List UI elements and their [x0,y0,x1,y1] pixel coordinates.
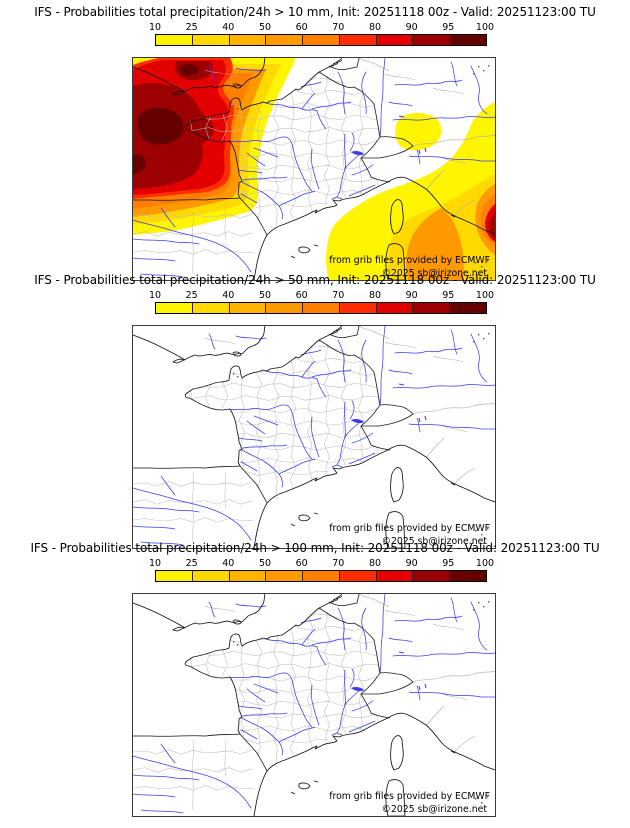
colorbar-segment [413,571,451,581]
precip-probability-map: from grib files provided by ECMWF ©2025 … [132,325,496,549]
colorbar-tick-label: 10 [148,290,162,301]
colorbar-segment [156,35,193,45]
forecast-panel-gt10mm: IFS - Probabilities total precipitation/… [0,4,630,281]
forecast-panel-gt50mm: IFS - Probabilities total precipitation/… [0,272,630,549]
colorbar-segment [303,303,340,313]
colorbar-tick-label: 90 [405,558,418,569]
colorbar-tick-label: 95 [442,290,455,301]
colorbar-tick-label: 90 [405,290,418,301]
colorbar-segment [450,571,487,581]
colorbar-segment [192,571,230,581]
colorbar-segment [413,303,451,313]
colorbar-tick-label: 25 [185,558,198,569]
colorbar-ticks: 10 25 40 50 60 70 80 90 95 100 [149,558,494,569]
colorbar-segment [156,571,193,581]
colorbar-segment [156,303,193,313]
colorbar-segment [376,571,414,581]
colorbar-segment [266,303,304,313]
panel-title: IFS - Probabilities total precipitation/… [30,541,600,555]
colorbar-segment [303,35,340,45]
probability-colorbar [155,34,487,46]
panel-title: IFS - Probabilities total precipitation/… [34,5,596,19]
colorbar-segment [339,303,377,313]
colorbar-ticks: 10 25 40 50 60 70 80 90 95 100 [149,22,494,33]
colorbar-tick-label: 50 [258,558,272,569]
colorbar-tick-label: 70 [332,290,345,301]
colorbar-tick-label: 100 [475,22,495,33]
colorbar-tick-label: 10 [148,22,162,33]
colorbar-tick-label: 70 [332,22,345,33]
colorbar-tick-label: 95 [442,558,455,569]
probability-colorbar [155,302,487,314]
colorbar-tick-label: 25 [185,290,198,301]
colorbar-segment [229,35,267,45]
attribution-ecmwf: from grib files provided by ECMWF [329,791,490,802]
precip-probability-map: from grib files provided by ECMWF ©2025 … [132,57,496,281]
colorbar-segment [413,35,451,45]
colorbar-tick-label: 80 [368,290,382,301]
map-canvas [133,594,495,816]
map-canvas [133,326,495,548]
colorbar-segment [339,571,377,581]
colorbar-tick-label: 40 [222,558,235,569]
attribution-ecmwf: from grib files provided by ECMWF [329,523,490,534]
colorbar-tick-label: 95 [442,22,455,33]
colorbar-segment [192,303,230,313]
panel-title: IFS - Probabilities total precipitation/… [34,273,596,287]
colorbar-tick-label: 60 [295,22,308,33]
colorbar-segment [450,303,487,313]
colorbar-segment [266,35,304,45]
colorbar-tick-label: 40 [222,290,235,301]
colorbar-tick-label: 90 [405,22,418,33]
colorbar-tick-label: 100 [475,558,495,569]
attribution-ecmwf: from grib files provided by ECMWF [329,255,490,266]
colorbar-segment [229,571,267,581]
attribution-copyright: ©2025 sb@irizone.net [381,268,487,279]
colorbar-segment [192,35,230,45]
colorbar-segment [303,571,340,581]
colorbar-tick-label: 60 [295,290,308,301]
colorbar-tick-label: 80 [368,558,382,569]
colorbar-tick-label: 50 [258,290,272,301]
colorbar-ticks: 10 25 40 50 60 70 80 90 95 100 [149,290,494,301]
map-canvas [133,58,495,280]
colorbar-segment [266,571,304,581]
colorbar-segment [376,35,414,45]
precip-probability-map: from grib files provided by ECMWF ©2025 … [132,593,496,817]
colorbar-tick-label: 40 [222,22,235,33]
colorbar-segment [450,35,487,45]
colorbar-segment [229,303,267,313]
colorbar-tick-label: 70 [332,558,345,569]
attribution-copyright: ©2025 sb@irizone.net [381,536,487,547]
colorbar-tick-label: 80 [368,22,382,33]
colorbar-segment [339,35,377,45]
attribution-copyright: ©2025 sb@irizone.net [381,804,487,815]
colorbar-segment [376,303,414,313]
colorbar-tick-label: 60 [295,558,308,569]
forecast-panel-gt100mm: IFS - Probabilities total precipitation/… [0,540,630,817]
probability-colorbar [155,570,487,582]
colorbar-tick-label: 50 [258,22,272,33]
colorbar-tick-label: 10 [148,558,162,569]
colorbar-tick-label: 25 [185,22,198,33]
colorbar-tick-label: 100 [475,290,495,301]
